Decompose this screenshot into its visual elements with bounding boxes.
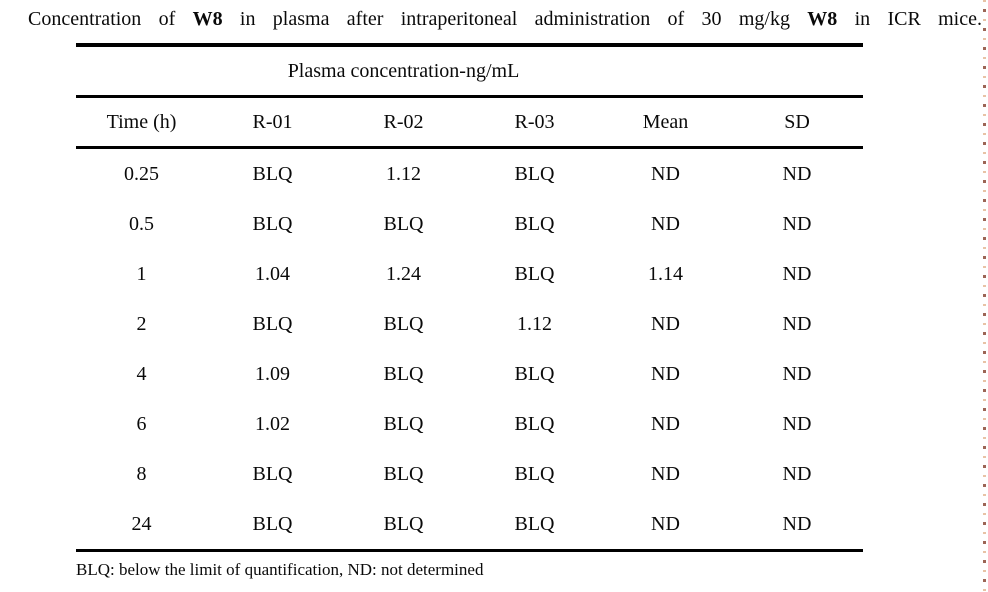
column-header-row: Time (h) R-01 R-02 R-03 Mean SD: [76, 96, 863, 149]
cell-r02: BLQ: [383, 462, 424, 485]
cell-sd: ND: [782, 362, 812, 385]
caption-compound-name: W8: [192, 8, 223, 30]
table-row: 8 BLQ BLQ BLQ ND ND: [76, 449, 863, 499]
cell-r01: BLQ: [252, 212, 293, 235]
col-header-mean: Mean: [600, 96, 731, 149]
cell-mean: ND: [651, 462, 680, 485]
cell-time: 1: [136, 262, 147, 285]
table-row: 0.5 BLQ BLQ BLQ ND ND: [76, 199, 863, 249]
cell-r01: 1.02: [255, 412, 290, 435]
caption-compound-name: W8: [807, 8, 838, 30]
cell-mean: ND: [651, 212, 680, 235]
cell-r03: BLQ: [514, 462, 555, 485]
cell-sd: ND: [782, 162, 812, 185]
col-header-r01: R-01: [207, 96, 338, 149]
cell-r03: BLQ: [514, 212, 555, 235]
plasma-concentration-table: Plasma concentration-ng/mL Time (h) R-01…: [76, 43, 863, 552]
cell-mean: ND: [651, 362, 680, 385]
cell-mean: ND: [651, 312, 680, 335]
table-footnote: BLQ: below the limit of quantification, …: [76, 560, 484, 579]
table-caption: Concentration of W8 in plasma after intr…: [28, 5, 982, 33]
cell-r02: BLQ: [383, 312, 424, 335]
empty-cell: [76, 45, 207, 98]
cell-time: 24: [131, 512, 152, 535]
cell-time: 2: [136, 312, 147, 335]
cell-r02: 1.12: [386, 162, 421, 185]
cell-mean: ND: [651, 512, 680, 535]
cell-sd: ND: [782, 512, 812, 535]
cell-r01: BLQ: [252, 512, 293, 535]
cell-r01: BLQ: [252, 462, 293, 485]
cell-r03: BLQ: [514, 162, 555, 185]
cell-time: 4: [136, 362, 147, 385]
empty-cell: [600, 45, 863, 98]
cell-sd: ND: [782, 462, 812, 485]
table-row: 1 1.04 1.24 BLQ 1.14 ND: [76, 249, 863, 299]
table-row: 4 1.09 BLQ BLQ ND ND: [76, 349, 863, 399]
cell-time: 0.5: [129, 212, 154, 235]
cell-sd: ND: [782, 212, 812, 235]
cell-sd: ND: [782, 262, 812, 285]
cell-r01: BLQ: [252, 162, 293, 185]
cell-r01: BLQ: [252, 312, 293, 335]
table-row: 2 BLQ BLQ 1.12 ND ND: [76, 299, 863, 349]
caption-text: Concentration of: [28, 8, 193, 30]
cell-sd: ND: [782, 412, 812, 435]
cell-mean: ND: [651, 412, 680, 435]
cell-mean: 1.14: [648, 262, 683, 285]
cell-r03: BLQ: [514, 512, 555, 535]
table-row: 24 BLQ BLQ BLQ ND ND: [76, 499, 863, 551]
cell-r03: BLQ: [514, 362, 555, 385]
col-header-time: Time (h): [76, 96, 207, 149]
cell-r03: BLQ: [514, 412, 555, 435]
table-row: 6 1.02 BLQ BLQ ND ND: [76, 399, 863, 449]
page-edge-artifact: [983, 0, 986, 592]
caption-text: in plasma after intraperitoneal administ…: [222, 8, 808, 30]
col-header-r03: R-03: [469, 96, 600, 149]
cell-r02: BLQ: [383, 362, 424, 385]
cell-r02: 1.24: [386, 262, 421, 285]
table-row: 0.25 BLQ 1.12 BLQ ND ND: [76, 148, 863, 200]
cell-r01: 1.04: [255, 262, 290, 285]
cell-sd: ND: [782, 312, 812, 335]
cell-r03: BLQ: [514, 262, 555, 285]
col-header-r02: R-02: [338, 96, 469, 149]
cell-time: 8: [136, 462, 147, 485]
group-header-row: Plasma concentration-ng/mL: [76, 45, 863, 98]
cell-r02: BLQ: [383, 212, 424, 235]
cell-r03: 1.12: [517, 312, 552, 335]
cell-time: 6: [136, 412, 147, 435]
cell-r02: BLQ: [383, 512, 424, 535]
col-header-sd: SD: [731, 96, 863, 149]
caption-text: in ICR mice.: [837, 8, 982, 30]
cell-r01: 1.09: [255, 362, 290, 385]
cell-time: 0.25: [124, 162, 159, 185]
group-header-label: Plasma concentration-ng/mL: [207, 45, 600, 98]
cell-mean: ND: [651, 162, 680, 185]
cell-r02: BLQ: [383, 412, 424, 435]
